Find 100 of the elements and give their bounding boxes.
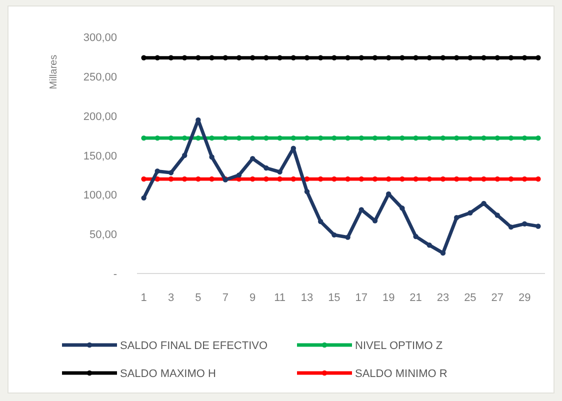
point — [426, 55, 432, 60]
point — [196, 176, 201, 182]
x-tick-label: 25 — [464, 292, 476, 304]
point — [494, 135, 500, 141]
point — [304, 55, 310, 60]
x-tick-label: 27 — [491, 292, 504, 304]
point — [358, 55, 364, 60]
legend-label: SALDO FINAL DE EFECTIVO — [120, 340, 268, 352]
point — [141, 135, 146, 141]
x-tick-label: 13 — [300, 292, 314, 304]
point — [304, 189, 310, 194]
point — [182, 176, 188, 182]
point — [209, 154, 214, 160]
point — [277, 176, 282, 182]
point — [264, 176, 269, 182]
x-tick-label: 29 — [518, 292, 531, 304]
point — [481, 176, 486, 182]
x-tick-label: 15 — [328, 292, 340, 304]
point — [468, 176, 473, 182]
point — [454, 176, 460, 182]
x-tick-label: 7 — [222, 292, 228, 304]
point — [332, 232, 337, 238]
point — [508, 224, 514, 230]
x-tick-label: 19 — [382, 292, 395, 304]
x-tick-label: 11 — [274, 292, 286, 304]
x-tick-label: 9 — [250, 292, 256, 304]
point — [318, 218, 324, 224]
point — [413, 234, 418, 240]
y-tick-label: - — [113, 268, 118, 280]
point — [182, 135, 188, 141]
x-tick-label: 17 — [355, 292, 368, 304]
point — [494, 55, 500, 60]
point — [400, 176, 405, 182]
point — [236, 172, 242, 178]
x-tick-label: 1 — [140, 292, 147, 304]
point — [522, 176, 528, 182]
y-tick-label: 250,00 — [83, 72, 117, 84]
point — [290, 135, 296, 141]
point — [141, 195, 146, 201]
point — [290, 176, 296, 182]
point — [400, 135, 405, 141]
point — [522, 221, 528, 226]
point — [522, 55, 528, 60]
point — [141, 176, 146, 182]
point — [168, 55, 174, 60]
point — [426, 242, 432, 248]
point — [264, 135, 269, 141]
point — [358, 176, 364, 182]
y-tick-label: 50,00 — [89, 228, 117, 241]
point — [508, 55, 514, 60]
point — [440, 55, 446, 60]
point — [426, 176, 432, 182]
point — [154, 135, 160, 141]
point — [481, 135, 486, 141]
point — [536, 224, 541, 229]
point — [481, 55, 486, 60]
point — [209, 55, 214, 60]
point — [318, 135, 324, 141]
y-axis-title: Millares — [48, 54, 60, 90]
point — [413, 135, 418, 141]
point — [413, 55, 418, 60]
point — [318, 176, 324, 182]
y-tick-label: 200,00 — [83, 110, 117, 123]
x-tick-label: 23 — [436, 292, 450, 304]
point — [154, 168, 160, 174]
point — [481, 200, 486, 206]
point — [236, 55, 242, 60]
point — [358, 135, 364, 141]
point — [318, 55, 324, 60]
point — [264, 55, 269, 60]
point — [154, 55, 160, 60]
point — [454, 135, 460, 141]
point — [386, 176, 392, 182]
point — [522, 135, 528, 141]
point — [494, 176, 500, 182]
point — [332, 55, 337, 60]
legend-label: SALDO MINIMO R — [355, 368, 448, 380]
point — [536, 135, 541, 141]
point — [468, 210, 473, 216]
point — [536, 55, 541, 60]
y-tick-label: 100,00 — [83, 190, 117, 202]
point — [168, 170, 174, 176]
x-tick-label: 3 — [168, 292, 174, 304]
point — [400, 55, 405, 60]
point — [209, 135, 214, 141]
point — [250, 156, 256, 162]
point — [209, 176, 214, 182]
point — [372, 55, 378, 60]
point — [494, 212, 500, 218]
point — [222, 135, 228, 141]
point — [345, 135, 350, 141]
point — [196, 55, 201, 60]
point — [332, 135, 337, 141]
point — [468, 55, 473, 60]
x-tick-label: 5 — [195, 292, 202, 304]
point — [250, 176, 256, 182]
legend-label: SALDO MAXIMO H — [120, 368, 216, 380]
point — [454, 215, 460, 220]
point — [290, 55, 296, 60]
legend-label: NIVEL OPTIMO Z — [355, 340, 443, 352]
